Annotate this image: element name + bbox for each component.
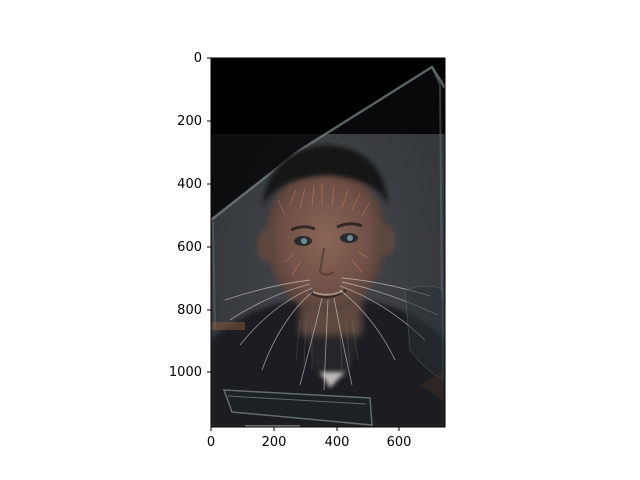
y-axis: 0 200 400 600 800 1000: [169, 51, 211, 380]
y-tick-label: 200: [177, 114, 202, 129]
x-tick-label: 200: [262, 435, 287, 450]
y-tick-label: 0: [194, 51, 202, 66]
x-tick-label: 400: [325, 435, 350, 450]
hybrid-photo: [211, 58, 445, 427]
y-tick-label: 1000: [169, 365, 202, 380]
y-tick-label: 800: [177, 303, 202, 318]
x-tick-label: 0: [207, 435, 215, 450]
image-frame: [210, 57, 446, 428]
x-tick-label: 600: [387, 435, 412, 450]
y-tick-label: 600: [177, 240, 202, 255]
y-tick-label: 400: [177, 177, 202, 192]
x-axis: 0 200 400 600: [207, 427, 412, 450]
